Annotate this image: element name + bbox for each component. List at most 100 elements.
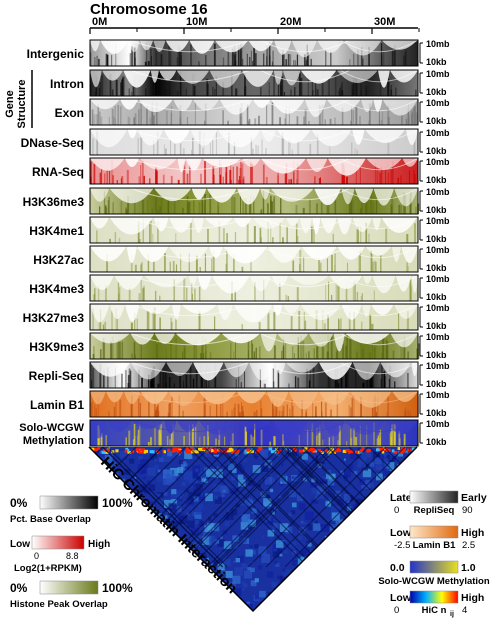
track-stripe — [381, 364, 383, 388]
hic-cell — [223, 541, 232, 549]
legend-caption-subscript: ij — [450, 611, 454, 618]
hic-cell — [199, 552, 206, 559]
track-stripe — [119, 106, 122, 125]
track-stripe — [155, 409, 157, 417]
track-stripe — [148, 374, 150, 388]
legend-caption: HiC n — [422, 605, 447, 616]
hic-cell — [167, 450, 173, 457]
track-stripe — [268, 42, 271, 66]
hic-cell — [189, 567, 196, 574]
hic-cell — [310, 598, 315, 603]
track-stripe — [96, 131, 99, 155]
hic-cell — [245, 549, 253, 557]
hic-cell — [351, 598, 357, 604]
track-stripe — [348, 405, 350, 417]
hic-cell — [272, 548, 282, 558]
track-stripe — [165, 348, 167, 359]
hic-cell — [175, 551, 179, 555]
hic-cell — [248, 519, 257, 527]
track-stripe — [371, 341, 373, 359]
track-stripe — [244, 86, 247, 96]
hic-cell — [213, 607, 220, 611]
track-stripe — [371, 408, 374, 417]
hic-cell — [250, 567, 255, 573]
hic-cell — [137, 585, 143, 591]
hic-diagonal-cell — [275, 447, 279, 451]
hic-cell — [184, 450, 193, 459]
track-stripe — [102, 375, 105, 388]
track-stripe — [134, 312, 136, 330]
hic-cell — [298, 535, 303, 540]
track-frame — [89, 128, 419, 156]
track-stripe — [191, 293, 193, 301]
hic-cell — [267, 529, 275, 537]
track-stripe — [303, 54, 306, 66]
hic-cell — [251, 508, 257, 514]
track-arc — [120, 99, 139, 110]
track-stripe — [387, 396, 389, 417]
track-stripe — [297, 138, 300, 155]
track-arc — [276, 129, 312, 144]
track-stripe — [260, 237, 263, 243]
track-stripe — [260, 230, 262, 243]
track-stripe — [312, 400, 314, 417]
track-stripe — [169, 261, 171, 272]
track-frame — [89, 419, 419, 447]
track-stripe — [311, 90, 314, 96]
track-stripe — [380, 352, 383, 359]
hic-cell — [194, 512, 202, 520]
track-arc — [349, 391, 392, 408]
track-stripe — [198, 286, 201, 301]
hic-cell — [204, 525, 212, 533]
track-stripe — [321, 104, 324, 125]
track-stripe — [300, 335, 302, 359]
track-stripe — [339, 87, 341, 96]
hic-cell — [207, 549, 210, 552]
track-stripe — [414, 223, 416, 243]
hic-cell — [293, 585, 301, 593]
track-stripe — [285, 163, 288, 184]
hic-cell — [401, 482, 408, 488]
track-stripe — [331, 254, 333, 272]
track-stripe — [260, 408, 263, 417]
track-stripe — [169, 439, 172, 446]
track-stripe — [233, 351, 235, 359]
track-stripe — [283, 53, 285, 66]
track-stripe — [164, 372, 167, 388]
track-stripe — [387, 104, 389, 125]
track-stripe — [266, 45, 269, 66]
hic-gridline — [206, 447, 328, 568]
hic-cell — [350, 450, 359, 460]
hic-cell — [270, 477, 276, 483]
track-stripe — [351, 142, 353, 155]
hic-cell — [254, 455, 258, 460]
hic-cell — [163, 499, 173, 509]
track-stripe — [120, 82, 122, 96]
track-arc — [90, 391, 106, 405]
track-arc — [209, 70, 242, 88]
hic-cell — [98, 562, 106, 570]
hic-diagonal-cell — [178, 450, 182, 454]
track-arc — [176, 420, 199, 432]
hic-cell — [369, 573, 378, 582]
track-stripe — [218, 221, 221, 243]
track-stripe — [100, 116, 103, 125]
hic-cell — [391, 475, 399, 483]
track-arc — [165, 40, 190, 52]
track-stripe — [413, 173, 416, 184]
hic-cell — [178, 549, 182, 553]
track-stripe — [357, 226, 359, 243]
track-stripe — [369, 314, 372, 330]
hic-cell — [390, 452, 399, 460]
track-stripe — [125, 209, 128, 214]
track-stripe — [129, 53, 132, 66]
hic-cell — [153, 533, 157, 537]
legend-high-label: High — [461, 592, 484, 604]
hic-cell — [93, 565, 103, 574]
track-stripe — [231, 410, 233, 417]
track-stripe — [276, 401, 278, 417]
hic-cell — [366, 591, 370, 595]
hic-cell — [310, 596, 319, 605]
scale-label-bottom: 10kb — [426, 175, 447, 185]
track-stripe — [134, 264, 137, 272]
